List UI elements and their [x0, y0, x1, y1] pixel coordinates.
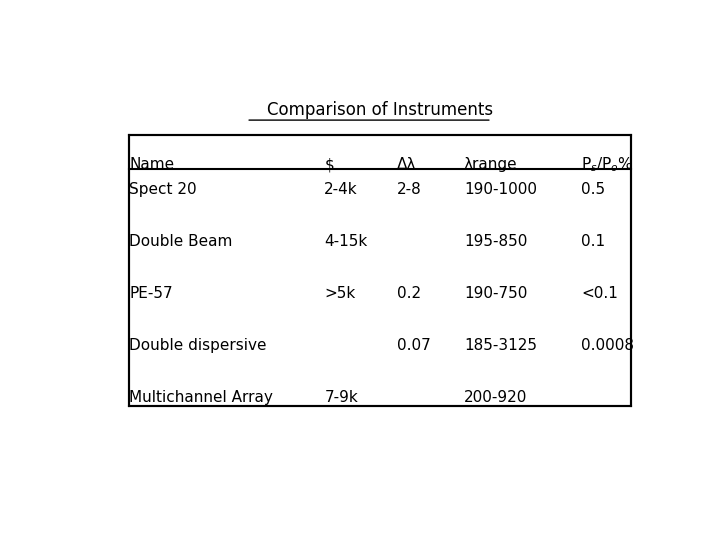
Text: 0.2: 0.2 [397, 286, 421, 301]
Text: 190-1000: 190-1000 [464, 182, 537, 197]
Text: 4-15k: 4-15k [324, 234, 368, 249]
Text: >5k: >5k [324, 286, 356, 301]
Text: 0.0008: 0.0008 [581, 338, 634, 353]
Text: λrange: λrange [464, 157, 518, 172]
Text: P$_s$/P$_o$%: P$_s$/P$_o$% [581, 155, 634, 174]
Text: Spect 20: Spect 20 [129, 182, 197, 197]
Text: 2-8: 2-8 [397, 182, 422, 197]
Text: 185-3125: 185-3125 [464, 338, 537, 353]
Text: Double dispersive: Double dispersive [129, 338, 266, 353]
Text: 0.1: 0.1 [581, 234, 606, 249]
Text: 0.07: 0.07 [397, 338, 431, 353]
Text: 200-920: 200-920 [464, 390, 527, 405]
Text: Double Beam: Double Beam [129, 234, 233, 249]
Text: <0.1: <0.1 [581, 286, 618, 301]
Text: $: $ [324, 157, 334, 172]
Text: Δλ: Δλ [397, 157, 416, 172]
Text: 195-850: 195-850 [464, 234, 527, 249]
Text: 0.5: 0.5 [581, 182, 606, 197]
Text: 7-9k: 7-9k [324, 390, 358, 405]
Text: 190-750: 190-750 [464, 286, 527, 301]
Text: 2-4k: 2-4k [324, 182, 358, 197]
FancyBboxPatch shape [129, 136, 631, 406]
Text: Comparison of Instruments: Comparison of Instruments [267, 101, 493, 119]
Text: PE-57: PE-57 [129, 286, 173, 301]
Text: Multichannel Array: Multichannel Array [129, 390, 273, 405]
Text: Name: Name [129, 157, 174, 172]
